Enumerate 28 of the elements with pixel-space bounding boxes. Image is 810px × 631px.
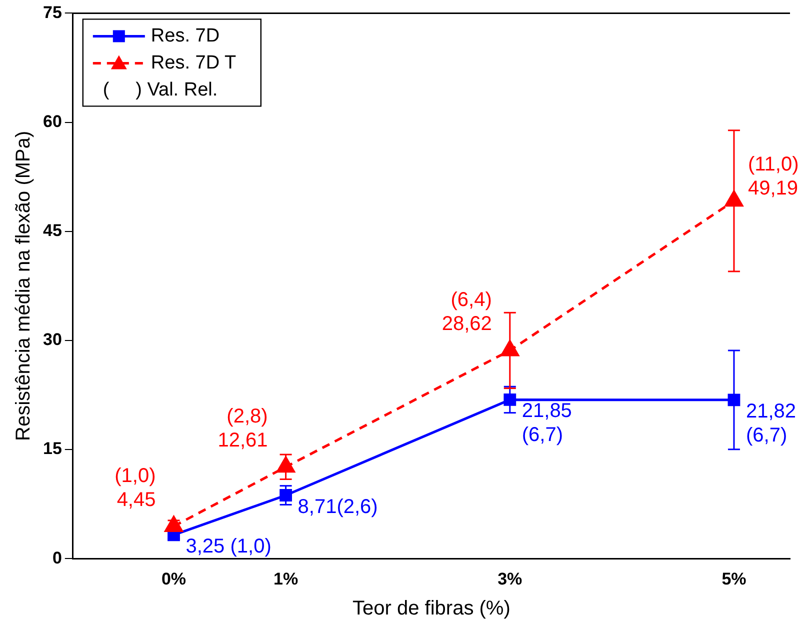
data-label: 21,82 (6,7)	[746, 400, 796, 446]
data-label: 8,71(2,6)	[298, 496, 378, 518]
y-tick-label: 75	[42, 2, 62, 22]
x-tick-label: 1%	[274, 569, 298, 588]
data-label: (2,8) 12,61	[218, 405, 268, 452]
x-tick-label: 5%	[722, 569, 746, 588]
data-label: 21,85 (6,7)	[522, 400, 572, 446]
legend-label: Res. 7D T	[150, 52, 236, 74]
y-tick-label: 15	[42, 439, 62, 458]
y-tick-label: 60	[42, 112, 62, 131]
x-tick-label: 3%	[498, 569, 522, 588]
y-tick-label: 0	[52, 548, 62, 568]
point	[280, 489, 292, 502]
data-label: (11,0) 49,19	[748, 153, 799, 200]
y-tick-label: 30	[42, 330, 62, 350]
annotation: ( ) Val. Rel.	[102, 79, 218, 100]
x-axis-title: Teor de fibras (%)	[352, 598, 510, 620]
x-tick-label: 0%	[161, 569, 186, 588]
data-label: 3,25 (1,0)	[186, 535, 272, 558]
point	[500, 340, 519, 356]
y-axis-title: Resistência média na flexão (MPa)	[12, 130, 35, 441]
data-label: (6,4) 28,62	[442, 288, 492, 335]
point	[504, 394, 516, 406]
data-label: (1,0) 4,45	[114, 464, 156, 511]
legend-label: Res. 7D	[150, 25, 220, 46]
point	[728, 394, 740, 406]
y-tick-label: 45	[42, 221, 62, 240]
point	[724, 190, 744, 207]
